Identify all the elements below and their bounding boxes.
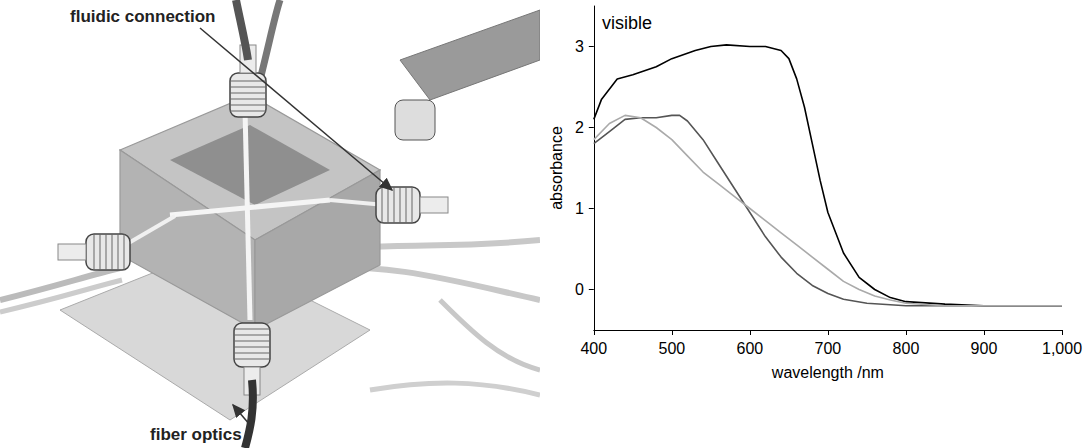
- svg-text:fiber optics: fiber optics: [150, 425, 242, 444]
- svg-text:600: 600: [737, 340, 764, 357]
- svg-text:wavelength /nm: wavelength /nm: [771, 364, 884, 381]
- svg-text:700: 700: [815, 340, 842, 357]
- svg-text:0: 0: [575, 281, 584, 298]
- svg-text:800: 800: [893, 340, 920, 357]
- svg-text:3: 3: [575, 38, 584, 55]
- svg-text:2: 2: [575, 119, 584, 136]
- svg-text:visible: visible: [602, 13, 652, 33]
- svg-text:fluidic connection: fluidic connection: [70, 7, 215, 26]
- svg-text:1,000: 1,000: [1042, 340, 1082, 357]
- svg-text:1: 1: [575, 200, 584, 217]
- svg-text:500: 500: [658, 340, 685, 357]
- svg-text:400: 400: [580, 340, 607, 357]
- svg-text:900: 900: [971, 340, 998, 357]
- svg-text:absorbance: absorbance: [548, 126, 565, 210]
